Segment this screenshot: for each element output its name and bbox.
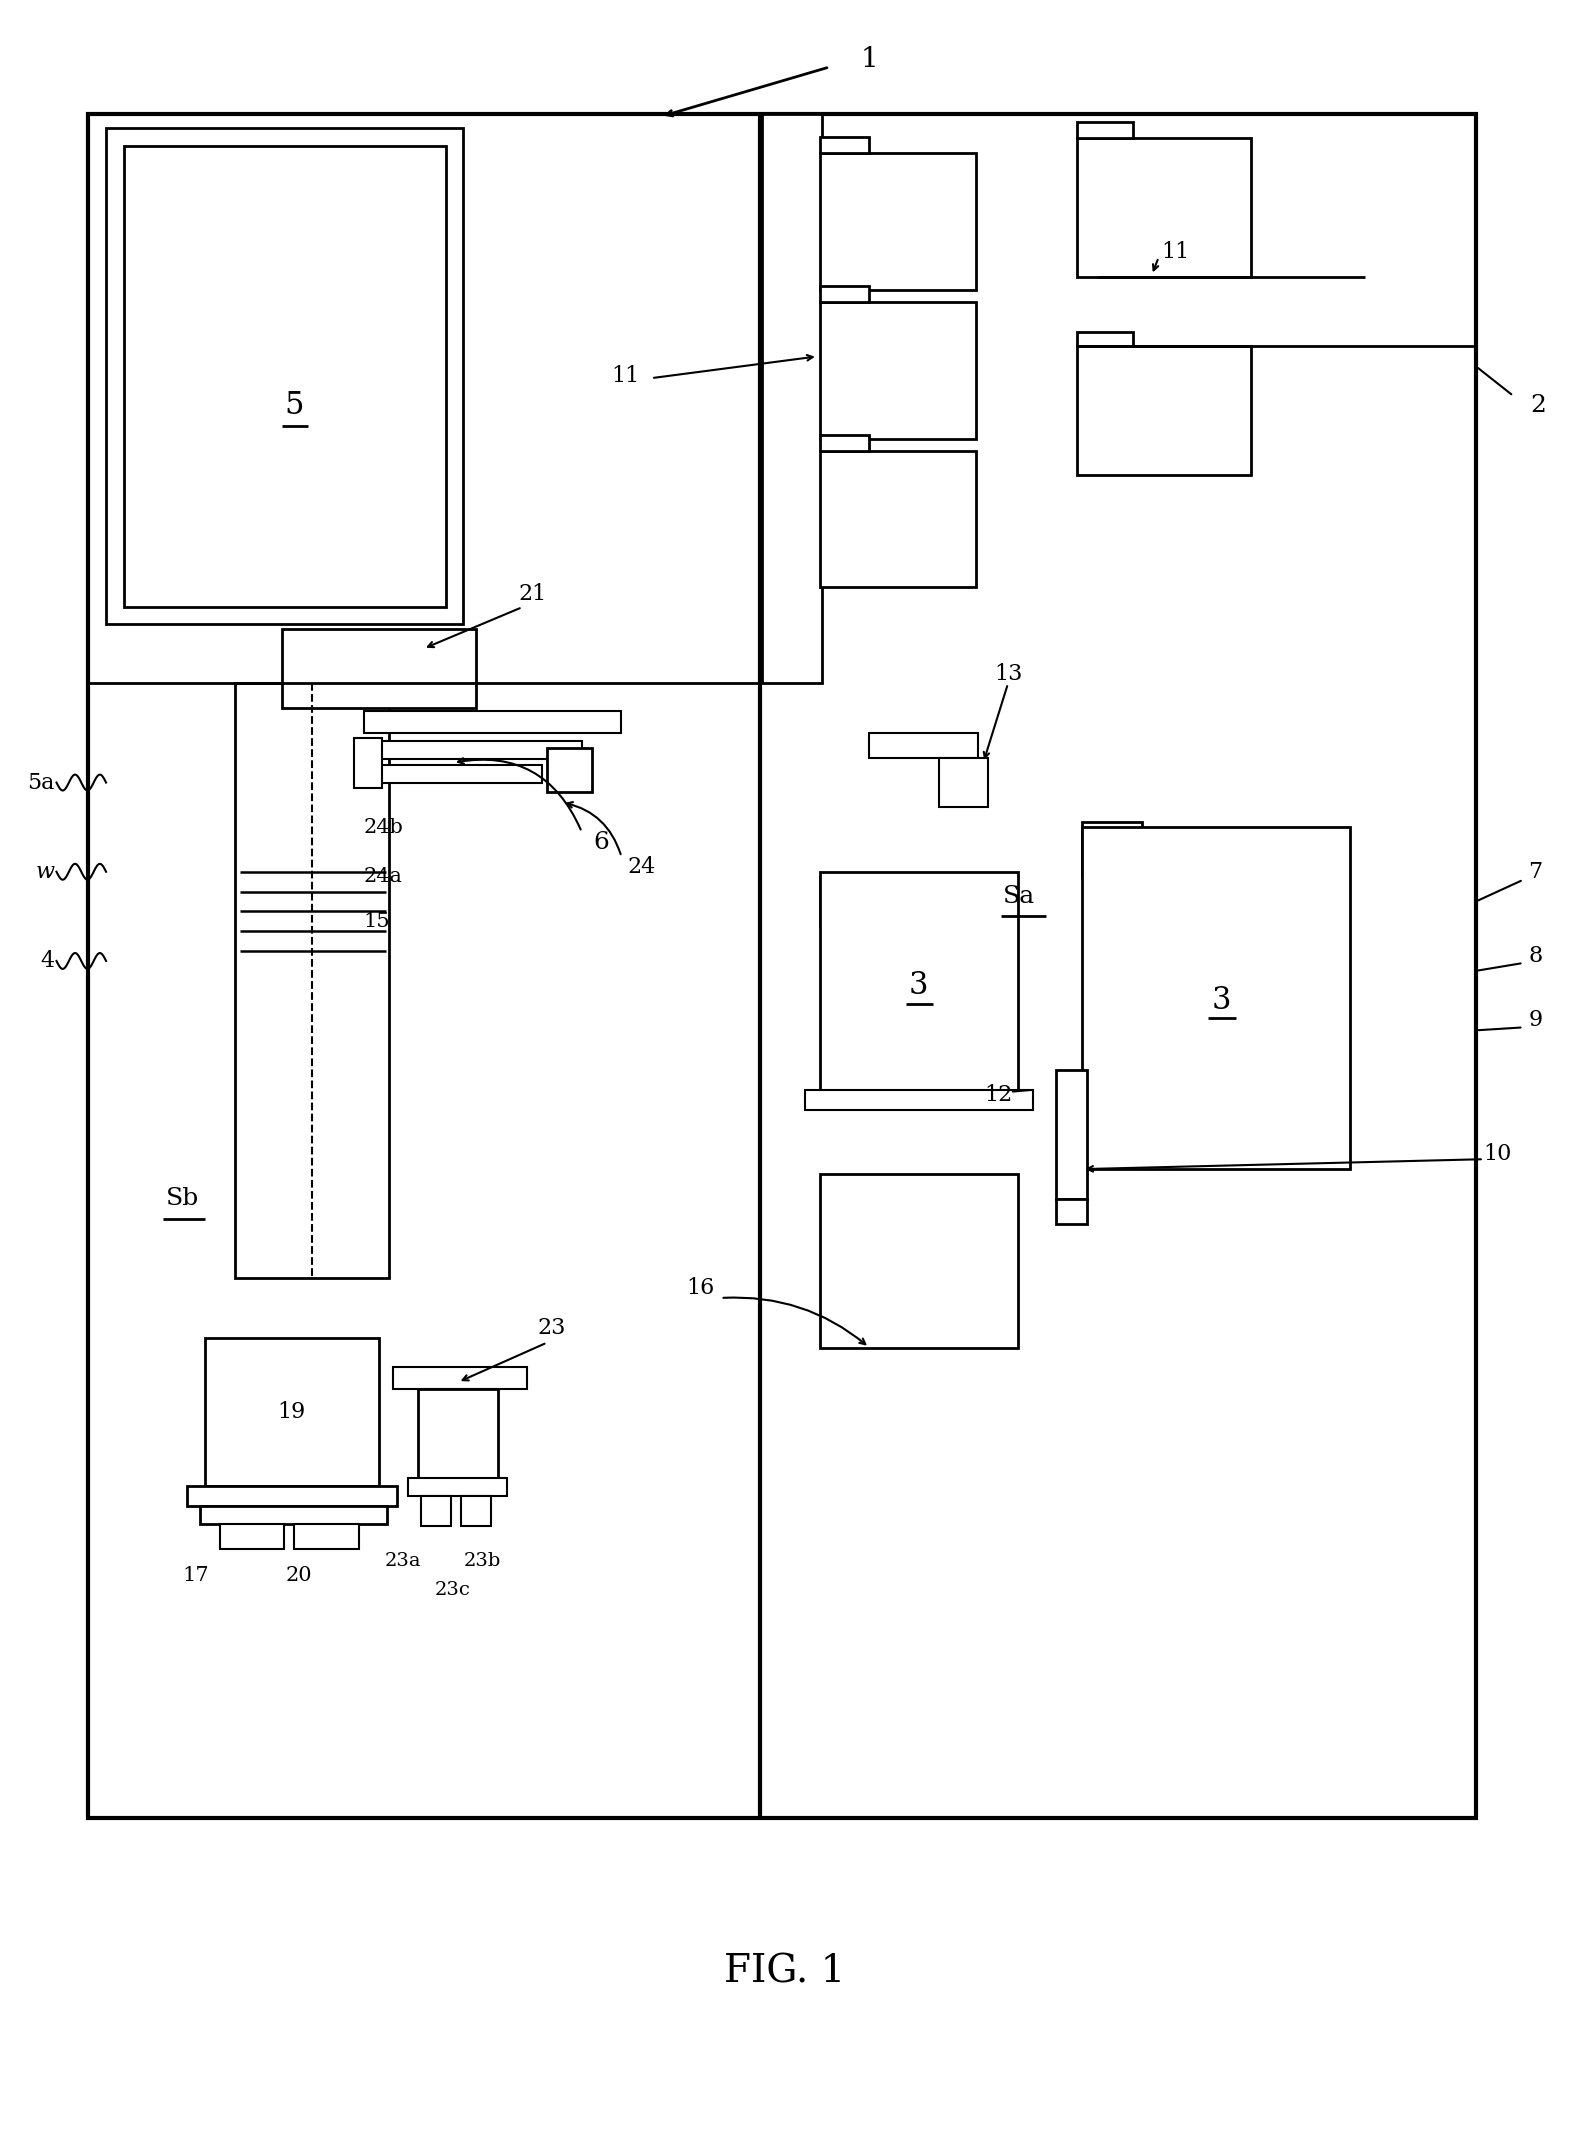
Bar xyxy=(1078,347,1251,475)
Text: 21: 21 xyxy=(518,584,547,605)
Text: 11: 11 xyxy=(611,366,639,387)
Text: 17: 17 xyxy=(182,1566,209,1585)
Bar xyxy=(206,1337,379,1487)
Text: FIG. 1: FIG. 1 xyxy=(724,1953,845,1991)
Bar xyxy=(418,1388,498,1478)
Text: 3: 3 xyxy=(910,971,928,1001)
Bar xyxy=(820,1174,1018,1348)
Bar xyxy=(869,734,979,757)
Bar xyxy=(762,113,822,684)
Text: 4: 4 xyxy=(41,950,55,971)
Text: 19: 19 xyxy=(278,1401,305,1422)
Bar xyxy=(1082,821,1142,877)
Text: 6: 6 xyxy=(594,830,610,853)
Text: 5a: 5a xyxy=(27,772,55,794)
Text: 13: 13 xyxy=(994,663,1023,684)
Text: 7: 7 xyxy=(1529,860,1543,883)
Text: 3: 3 xyxy=(1211,986,1230,1016)
Bar xyxy=(408,1478,507,1495)
Text: 24: 24 xyxy=(627,856,655,877)
Text: 10: 10 xyxy=(1483,1142,1513,1166)
Text: Sb: Sb xyxy=(165,1187,200,1211)
Bar xyxy=(421,1495,451,1525)
Bar xyxy=(220,1523,284,1549)
Text: 20: 20 xyxy=(286,1566,313,1585)
Text: 23: 23 xyxy=(537,1318,566,1339)
Bar xyxy=(820,154,976,291)
Bar xyxy=(283,629,476,708)
Bar xyxy=(820,302,976,438)
Text: 16: 16 xyxy=(687,1277,715,1298)
Text: 5: 5 xyxy=(284,391,305,421)
Bar xyxy=(1078,122,1133,139)
Text: 23c: 23c xyxy=(435,1581,471,1600)
Bar xyxy=(820,877,869,926)
Bar xyxy=(1056,1198,1087,1224)
Bar xyxy=(88,113,1475,1818)
Bar xyxy=(1056,1070,1087,1198)
Text: 24b: 24b xyxy=(364,817,404,836)
Text: 11: 11 xyxy=(1161,242,1189,263)
Text: 23a: 23a xyxy=(385,1551,421,1570)
Bar xyxy=(236,684,388,1279)
Bar xyxy=(820,451,976,588)
Text: 23b: 23b xyxy=(463,1551,501,1570)
Text: 9: 9 xyxy=(1529,1010,1543,1031)
Bar xyxy=(294,1523,358,1549)
Text: 12: 12 xyxy=(983,1084,1012,1106)
Bar xyxy=(460,1495,490,1525)
Text: 2: 2 xyxy=(1530,394,1546,417)
Bar xyxy=(393,1367,528,1388)
Bar xyxy=(1078,332,1133,347)
Bar xyxy=(364,740,581,759)
Text: w: w xyxy=(36,860,55,883)
Text: 15: 15 xyxy=(364,911,390,930)
Bar xyxy=(547,749,592,791)
Bar xyxy=(820,287,869,302)
Bar xyxy=(124,145,446,607)
Bar xyxy=(938,757,988,806)
Bar xyxy=(187,1487,397,1506)
Bar xyxy=(820,873,1018,1089)
Bar xyxy=(364,710,622,734)
Bar xyxy=(1082,828,1349,1170)
Bar xyxy=(353,738,382,787)
Text: 1: 1 xyxy=(861,45,878,73)
Text: 24a: 24a xyxy=(364,866,402,886)
Bar xyxy=(364,766,542,783)
Text: Sa: Sa xyxy=(1002,886,1035,909)
Bar xyxy=(1078,139,1251,278)
Bar xyxy=(804,1089,1032,1110)
Bar xyxy=(820,434,869,451)
Bar xyxy=(107,128,463,625)
Text: 8: 8 xyxy=(1529,945,1543,967)
Bar xyxy=(200,1506,386,1523)
Bar xyxy=(820,137,869,154)
